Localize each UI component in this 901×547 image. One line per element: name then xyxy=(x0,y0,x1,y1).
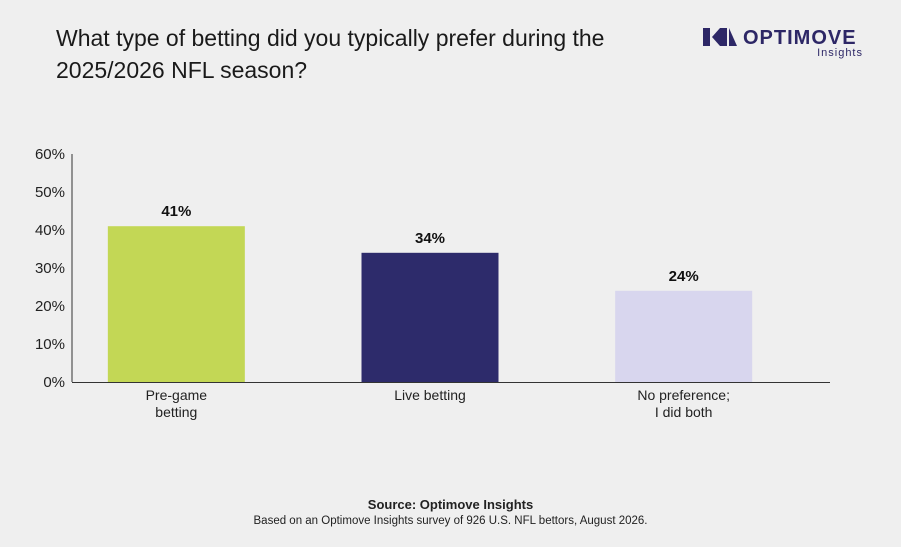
survey-note: Based on an Optimove Insights survey of … xyxy=(253,515,648,527)
y-tick-label: 30% xyxy=(35,260,65,277)
x-category-label: No preference; xyxy=(637,387,730,403)
optimove-logo-icon xyxy=(703,28,737,46)
y-tick-label: 10% xyxy=(35,336,65,353)
bar-chart: 0% 10% 20% 30% 40% 50% 60% 41% 34% 24% Pre-gameb… xyxy=(35,146,830,420)
x-category-label: betting xyxy=(155,404,197,420)
y-tick-label: 60% xyxy=(35,146,65,163)
brand-logo: OPTIMOVE Insights xyxy=(703,27,873,63)
y-tick-label: 0% xyxy=(43,374,65,391)
x-category-label: Pre-game xyxy=(146,387,208,403)
bar xyxy=(615,290,753,382)
bar xyxy=(107,226,245,382)
x-category-label: Live betting xyxy=(394,387,466,403)
bar-value-label: 34% xyxy=(415,230,445,247)
bar xyxy=(361,252,499,382)
x-category-label: I did both xyxy=(655,404,713,420)
brand-subtitle: Insights xyxy=(817,47,863,59)
bar-value-label: 41% xyxy=(161,203,191,220)
y-tick-label: 40% xyxy=(35,222,65,239)
source-label: Source: Optimove Insights xyxy=(367,497,534,512)
y-tick-label: 20% xyxy=(35,298,65,315)
y-tick-label: 50% xyxy=(35,184,65,201)
bar-value-label: 24% xyxy=(669,268,699,285)
chart-title: What type of betting did you typically p… xyxy=(56,25,605,83)
brand-name: OPTIMOVE xyxy=(743,27,857,49)
